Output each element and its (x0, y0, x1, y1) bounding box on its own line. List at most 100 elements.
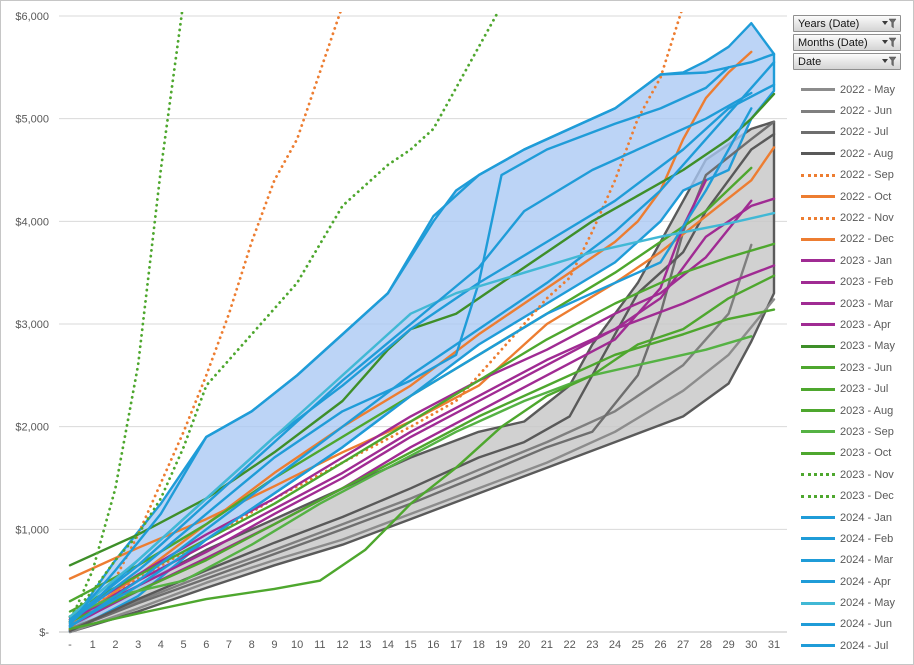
y-axis-tick-label: $3,000 (15, 319, 49, 331)
legend-item: 2023 - Dec (801, 485, 909, 506)
legend-item-label: 2024 - Mar (840, 554, 894, 567)
legend-swatch-line (801, 109, 835, 113)
legend-item-label: 2022 - Jul (840, 126, 889, 139)
legend-swatch-line (801, 259, 835, 263)
legend-item: 2024 - Feb (801, 528, 909, 549)
legend-item: 2023 - Nov (801, 464, 909, 485)
legend-item: 2022 - Aug (801, 143, 909, 164)
legend-swatch-line (801, 430, 835, 434)
series-line (68, 50, 753, 625)
x-axis-tick-label: 15 (405, 639, 417, 651)
series-line (68, 335, 753, 618)
series-line (68, 52, 776, 624)
legend-item-label: 2023 - Nov (840, 468, 894, 481)
legend-item: 2023 - Jun (801, 357, 909, 378)
x-axis-tick-label: 14 (382, 639, 394, 651)
legend-swatch-line (801, 473, 835, 477)
legend-item: 2023 - Mar (801, 293, 909, 314)
legend-swatch-line (801, 173, 835, 177)
x-axis-tick-label: 27 (677, 639, 689, 651)
legend-item: 2023 - Jan (801, 250, 909, 271)
legend-item-label: 2022 - Dec (840, 233, 894, 246)
x-axis-tick-label: 30 (745, 639, 757, 651)
legend-swatch-line (801, 644, 835, 648)
legend-swatch-line (801, 88, 835, 92)
legend-item: 2022 - May (801, 79, 909, 100)
legend-item-label: 2022 - Oct (840, 190, 892, 203)
legend-item-label: 2023 - May (840, 340, 896, 353)
filter-button-label: Date (798, 55, 822, 68)
filter-dropdown-icon (882, 18, 897, 29)
x-axis-tick-label: 9 (271, 639, 277, 651)
series-line (68, 146, 776, 580)
legend-item: 2023 - May (801, 336, 909, 357)
series-line (68, 264, 776, 623)
legend-swatch-line (801, 280, 835, 284)
legend-item: 2023 - Sep (801, 421, 909, 442)
series-line (68, 107, 753, 627)
x-axis-tick-label: 19 (495, 639, 507, 651)
legend-item: 2022 - Dec (801, 229, 909, 250)
legend-item-label: 2024 - Jul (840, 639, 889, 652)
legend-item-label: 2024 - Feb (840, 532, 894, 545)
legend-swatch-line (801, 216, 835, 220)
legend-swatch-line (801, 494, 835, 498)
x-axis-tick-label: 8 (249, 639, 255, 651)
y-axis-tick-label: $2,000 (15, 422, 49, 434)
series-line (68, 66, 730, 623)
legend-item: 2024 - Apr (801, 571, 909, 592)
legend-item-label: 2023 - Sep (840, 425, 894, 438)
legend-swatch-line (801, 601, 835, 605)
series-line (68, 242, 776, 613)
legend-item-label: 2023 - Feb (840, 276, 894, 289)
series-line (68, 199, 753, 619)
legend-list: 2022 - May 2022 - Jun 2022 - Jul 2022 - Aug… (793, 79, 909, 657)
legend-item-label: 2024 - Apr (840, 575, 891, 588)
x-axis-tick-label: 25 (632, 639, 644, 651)
legend-swatch-line (801, 451, 835, 455)
series-line (68, 243, 753, 631)
legend-item: 2022 - Oct (801, 186, 909, 207)
x-axis-tick-label: 31 (768, 639, 780, 651)
filter-button-years[interactable]: Years (Date) (793, 15, 901, 32)
legend-item-label: 2023 - Apr (840, 318, 891, 331)
filter-button-months[interactable]: Months (Date) (793, 34, 901, 51)
x-axis-tick-label: 7 (226, 639, 232, 651)
y-axis-tick-label: $- (39, 627, 49, 639)
series-line (68, 274, 776, 631)
legend-item: 2023 - Aug (801, 400, 909, 421)
x-axis-tick-label: 23 (586, 639, 598, 651)
legend-item: 2024 - May (801, 592, 909, 613)
x-axis-tick-label: 4 (158, 639, 164, 651)
legend-swatch-line (801, 237, 835, 241)
x-axis-tick-label: 1 (90, 639, 96, 651)
legend-item-label: 2023 - Mar (840, 297, 894, 310)
y-axis-tick-label: $6,000 (15, 11, 49, 23)
x-axis-tick-label: 12 (336, 639, 348, 651)
legend-swatch-line (801, 152, 835, 156)
filter-button-date[interactable]: Date (793, 53, 901, 70)
legend-item-label: 2022 - Nov (840, 212, 894, 225)
series-line (68, 211, 776, 618)
x-axis-tick-label: 24 (609, 639, 621, 651)
x-axis-tick-label: 5 (180, 639, 186, 651)
legend-item: 2023 - Oct (801, 443, 909, 464)
x-axis-tick-label: 18 (473, 639, 485, 651)
x-axis-tick-label: 11 (314, 639, 325, 651)
x-axis-tick-label: 10 (291, 639, 303, 651)
legend-item: 2022 - Jul (801, 122, 909, 143)
series-line (68, 179, 708, 627)
y-axis-tick-label: $1,000 (15, 524, 49, 536)
legend-item-label: 2023 - Jul (840, 383, 889, 396)
legend-swatch-line (801, 409, 835, 413)
x-axis-tick-label: 29 (722, 639, 734, 651)
legend-item-label: 2023 - Oct (840, 447, 892, 460)
legend-item: 2022 - Jun (801, 100, 909, 121)
legend-swatch-line (801, 302, 835, 306)
series-line (68, 197, 776, 621)
legend-item: 2024 - Mar (801, 550, 909, 571)
filter-dropdown-icon (882, 37, 897, 48)
legend-swatch-line (801, 130, 835, 134)
x-axis-tick-label: 22 (563, 639, 575, 651)
x-axis-tick-label: 21 (541, 639, 553, 651)
